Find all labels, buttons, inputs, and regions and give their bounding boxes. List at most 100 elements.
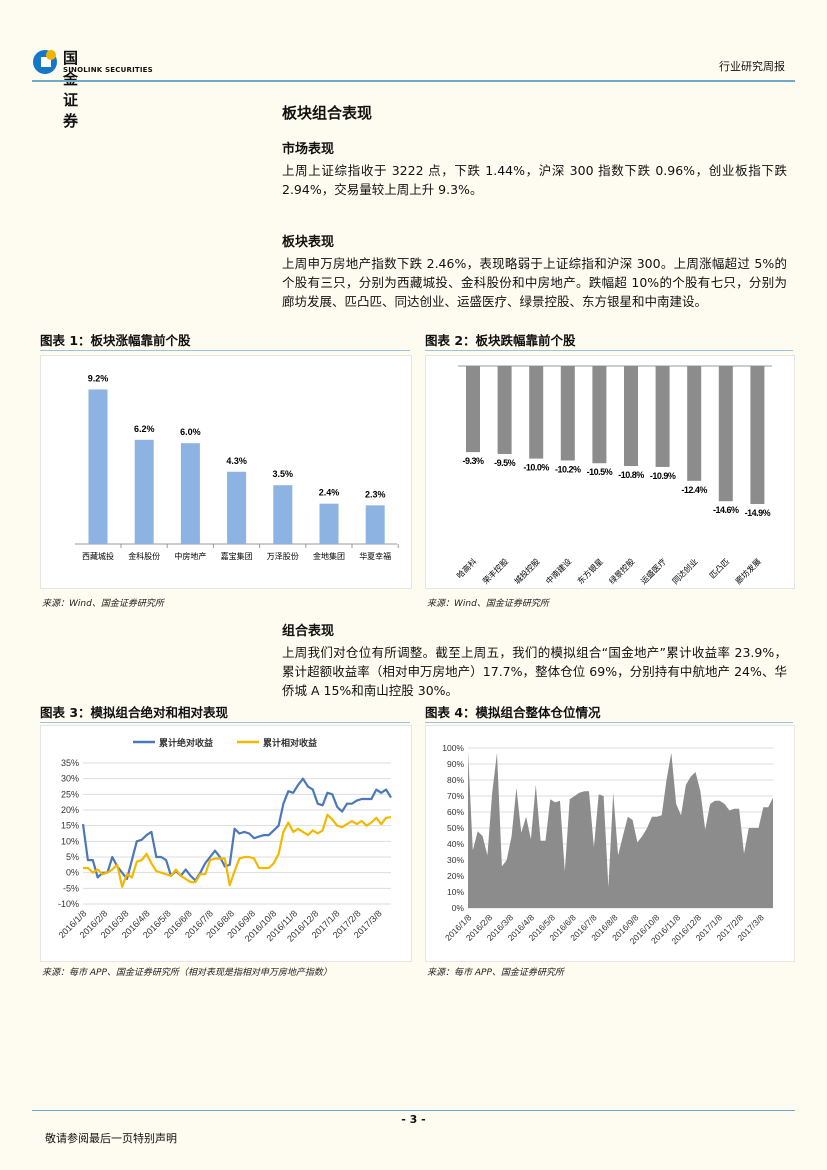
logo-mark-icon [33, 50, 57, 74]
report-type: 行业研究周报 [719, 60, 785, 73]
bar [466, 366, 480, 453]
figure-3-chart: -10%-5%0%5%10%15%20%25%30%35%2016/1/8201… [40, 725, 412, 962]
y-tick-label: 25% [61, 789, 79, 799]
figure-2-source: 来源：Wind、国金证券研究所 [427, 599, 549, 609]
y-tick-label: 50% [447, 823, 464, 833]
bar [687, 366, 702, 481]
y-tick-label: 60% [447, 807, 464, 817]
y-tick-label: 20% [447, 871, 464, 881]
data-label: -10.5% [587, 467, 613, 477]
category-label: 中房地产 [174, 551, 206, 561]
y-tick-label: -10% [58, 899, 79, 909]
data-label: -10.0% [523, 463, 549, 473]
bar [88, 389, 108, 544]
data-label: 2.3% [365, 489, 386, 499]
data-label: -10.8% [618, 470, 644, 480]
data-label: -10.2% [555, 464, 581, 474]
data-label: 2.4% [319, 488, 340, 498]
figure-4-source: 来源：每市 APP、国金证券研究所 [427, 968, 564, 978]
section-title: 板块组合表现 [282, 104, 373, 122]
category-label: 同达创业 [670, 556, 700, 586]
data-label: 6.0% [180, 427, 201, 437]
logo-cn: 国金证券 [63, 49, 80, 130]
category-label: 绿景控股 [607, 556, 637, 586]
bar [560, 366, 575, 461]
bar [227, 471, 247, 544]
y-tick-label: 80% [447, 775, 464, 785]
data-label: -14.6% [713, 505, 739, 515]
bar [273, 485, 293, 544]
bar [365, 505, 385, 544]
y-tick-label: 35% [61, 758, 79, 768]
figure-1-chart: 9.2% 西藏城投 6.2% 金科股份 6.0% 中房地产 4.3% 嘉宝集团 3.5% 万泽股份… [40, 355, 412, 589]
data-label: 4.3% [226, 456, 247, 466]
category-label: 西藏城投 [82, 551, 114, 561]
figure-3-source: 来源：每市 APP、国金证券研究所（相对表现是指相对申万房地产指数） [42, 968, 332, 978]
portfolio-title: 组合表现 [282, 624, 335, 639]
category-label: 运盛医疗 [638, 556, 668, 586]
category-label: 匹凸匹 [708, 557, 731, 580]
bar [718, 366, 733, 502]
category-label: 金科股份 [128, 551, 160, 561]
figure-2-title: 图表 2：板块跌幅靠前个股 [425, 331, 793, 351]
category-label: 中南建设 [544, 556, 574, 586]
y-tick-label: 20% [61, 805, 79, 815]
market-title: 市场表现 [282, 142, 335, 157]
y-tick-label: 100% [442, 743, 464, 753]
y-tick-label: 5% [66, 852, 79, 862]
figure-4-chart: 0%10%20%30%40%50%60%70%80%90%100%2016/1/… [425, 725, 795, 962]
y-tick-label: 40% [447, 839, 464, 849]
bar [592, 366, 607, 464]
category-label: 嘉宝集团 [221, 551, 253, 561]
y-tick-label: 30% [61, 774, 79, 784]
data-label: -12.4% [681, 485, 707, 495]
series-line [81, 777, 392, 882]
y-tick-label: 10% [61, 836, 79, 846]
bar [529, 366, 544, 459]
figure-2-chart: -9.3% 哈高科 -9.5% 荣丰控股 -10.0% 城投控股 -10.2% 中南建设 -10… [425, 355, 795, 589]
header-rule [32, 80, 795, 82]
bar [134, 439, 154, 544]
figure-3-title: 图表 3：模拟组合绝对和相对表现 [40, 703, 410, 723]
y-tick-label: 0% [452, 903, 465, 913]
y-tick-label: 0% [66, 868, 79, 878]
category-label: 哈高科 [454, 556, 478, 580]
category-label: 华夏幸福 [359, 551, 391, 561]
page-number: - 3 - [401, 1113, 426, 1126]
logo-en: SINOLINK SECURITIES [63, 66, 153, 74]
data-label: -10.9% [650, 471, 676, 481]
bar [750, 366, 765, 504]
y-tick-label: 10% [447, 887, 464, 897]
category-label: 荣丰控股 [480, 556, 510, 586]
figure-1-title: 图表 1：板块涨幅靠前个股 [40, 331, 410, 351]
bar [624, 366, 638, 467]
bar [655, 366, 670, 467]
bar [180, 443, 200, 544]
market-text: 上周上证综指收于 3222 点，下跌 1.44%，沪深 300 指数下跌 0.9… [282, 163, 787, 197]
data-label: -9.3% [462, 456, 484, 466]
portfolio-text: 上周我们对仓位有所调整。截至上周五，我们的模拟组合“国金地产”累计收益率 23.… [282, 645, 787, 698]
figure-4-title: 图表 4：模拟组合整体仓位情况 [425, 703, 793, 723]
data-label: 3.5% [273, 469, 294, 479]
y-tick-label: 15% [61, 821, 79, 831]
legend-label: 累计相对收益 [263, 737, 317, 748]
bar [497, 366, 512, 454]
area-series [468, 751, 773, 908]
category-label: 廊坊发展 [733, 556, 763, 586]
sector-title: 板块表现 [282, 235, 335, 250]
y-tick-label: 30% [447, 855, 464, 865]
data-label: 6.2% [134, 424, 155, 434]
footer-rule [32, 1110, 795, 1111]
category-label: 金地集团 [313, 551, 345, 561]
figure-1-source: 来源：Wind、国金证券研究所 [42, 599, 164, 609]
category-label: 城投控股 [512, 556, 542, 586]
series-line [83, 813, 392, 888]
disclaimer: 敬请参阅最后一页特别声明 [45, 1132, 177, 1145]
data-label: -14.9% [745, 508, 771, 518]
category-label: 东方银星 [575, 556, 605, 586]
y-tick-label: 70% [447, 791, 464, 801]
y-tick-label: -5% [63, 883, 79, 893]
data-label: -9.5% [494, 458, 516, 468]
legend-label: 累计绝对收益 [159, 737, 213, 748]
